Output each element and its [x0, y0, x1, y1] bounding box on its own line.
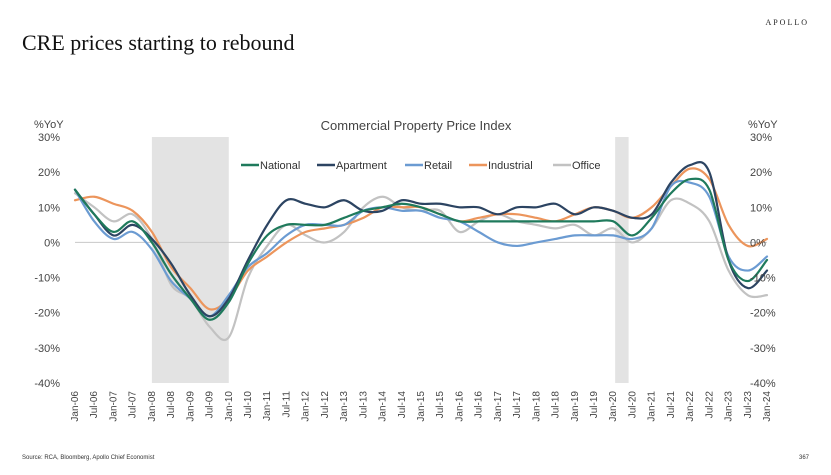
x-tick: Jul-17: [512, 391, 523, 419]
x-tick: Jan-06: [70, 391, 81, 422]
y-tick-right: 10%: [750, 202, 772, 214]
x-tick: Jul-15: [435, 391, 446, 419]
y-tick-left: -40%: [34, 378, 60, 390]
chart-title: Commercial Property Price Index: [321, 118, 512, 133]
y-tick-left: 30%: [38, 132, 60, 144]
recession-shading: [151, 137, 629, 383]
y-tick-right: -20%: [750, 308, 776, 320]
brand-logo: APOLLO: [765, 18, 809, 27]
shaded-period-0: [151, 137, 229, 383]
y-tick-left: 0%: [44, 237, 60, 249]
x-tick: Jul-14: [397, 391, 408, 419]
x-tick: Jul-07: [128, 391, 139, 419]
x-tick: Jan-18: [531, 391, 542, 422]
x-tick: Jan-20: [608, 391, 619, 422]
x-tick: Jul-10: [243, 391, 254, 419]
y-tick-right: -30%: [750, 343, 776, 355]
y-tick-right: 30%: [750, 132, 772, 144]
x-tick: Jul-22: [704, 391, 715, 419]
x-tick: Jan-08: [147, 391, 158, 422]
x-tick: Jul-21: [666, 391, 677, 419]
chart-series: [73, 160, 769, 342]
x-tick: Jan-24: [762, 391, 773, 422]
x-tick: Jan-14: [378, 391, 389, 422]
x-tick: Jul-13: [358, 391, 369, 419]
x-tick: Jul-11: [281, 391, 292, 418]
x-tick: Jan-22: [685, 391, 696, 422]
x-tick: Jul-06: [89, 391, 100, 419]
right-axis-unit: %YoY: [748, 119, 778, 131]
y-tick-right: 20%: [750, 167, 772, 179]
x-tick: Jan-11: [262, 391, 273, 421]
x-tick: Jan-23: [724, 391, 735, 422]
page-number: 367: [798, 455, 809, 461]
y-tick-left: 20%: [38, 167, 60, 179]
y-tick-right: 0%: [750, 237, 766, 249]
y-tick-right: -10%: [750, 273, 776, 285]
y-tick-left: -20%: [34, 308, 60, 320]
left-axis-unit: %YoY: [34, 119, 64, 131]
x-tick: Jan-16: [454, 391, 465, 422]
x-tick: Jul-12: [320, 391, 331, 419]
legend-label-industrial: Industrial: [488, 160, 533, 172]
x-tick: Jul-09: [205, 391, 216, 419]
shaded-period-1: [615, 137, 629, 383]
series-line-apartment: [73, 160, 769, 318]
chart-legend: National Apartment Retail Industrial Office: [241, 160, 601, 172]
x-tick: Jan-09: [185, 391, 196, 422]
x-tick: Jul-18: [551, 391, 562, 419]
y-tick-left: -30%: [34, 343, 60, 355]
x-tick: Jan-12: [301, 391, 312, 422]
page-title: CRE prices starting to rebound: [22, 30, 295, 55]
x-tick: Jul-19: [589, 391, 600, 419]
x-tick: Jan-13: [339, 391, 350, 422]
series-line-national: [73, 177, 769, 321]
x-tick: Jan-21: [647, 391, 658, 422]
x-tick: Jan-10: [224, 391, 235, 422]
x-tick: Jul-16: [474, 391, 485, 419]
x-tick: Jan-15: [416, 391, 427, 422]
chart-axes: 30% 30% 20% 20% 10% 10% 0% 0% -10% -10% -20% -20% -3…: [34, 132, 776, 422]
source-note: Source: RCA, Bloomberg, Apollo Chief Eco…: [22, 455, 155, 461]
legend-label-apartment: Apartment: [336, 160, 387, 172]
x-tick: Jan-17: [493, 391, 504, 422]
y-tick-left: 10%: [38, 202, 60, 214]
legend-label-retail: Retail: [424, 160, 452, 172]
y-tick-right: -40%: [750, 378, 776, 390]
x-tick: Jan-19: [570, 391, 581, 422]
y-tick-left: -10%: [34, 273, 60, 285]
x-tick: Jan-07: [108, 391, 119, 422]
legend-label-national: National: [260, 160, 300, 172]
x-tick: Jul-23: [743, 391, 754, 419]
x-tick: Jul-08: [166, 391, 177, 419]
legend-label-office: Office: [572, 160, 601, 172]
x-tick: Jul-20: [627, 391, 638, 419]
